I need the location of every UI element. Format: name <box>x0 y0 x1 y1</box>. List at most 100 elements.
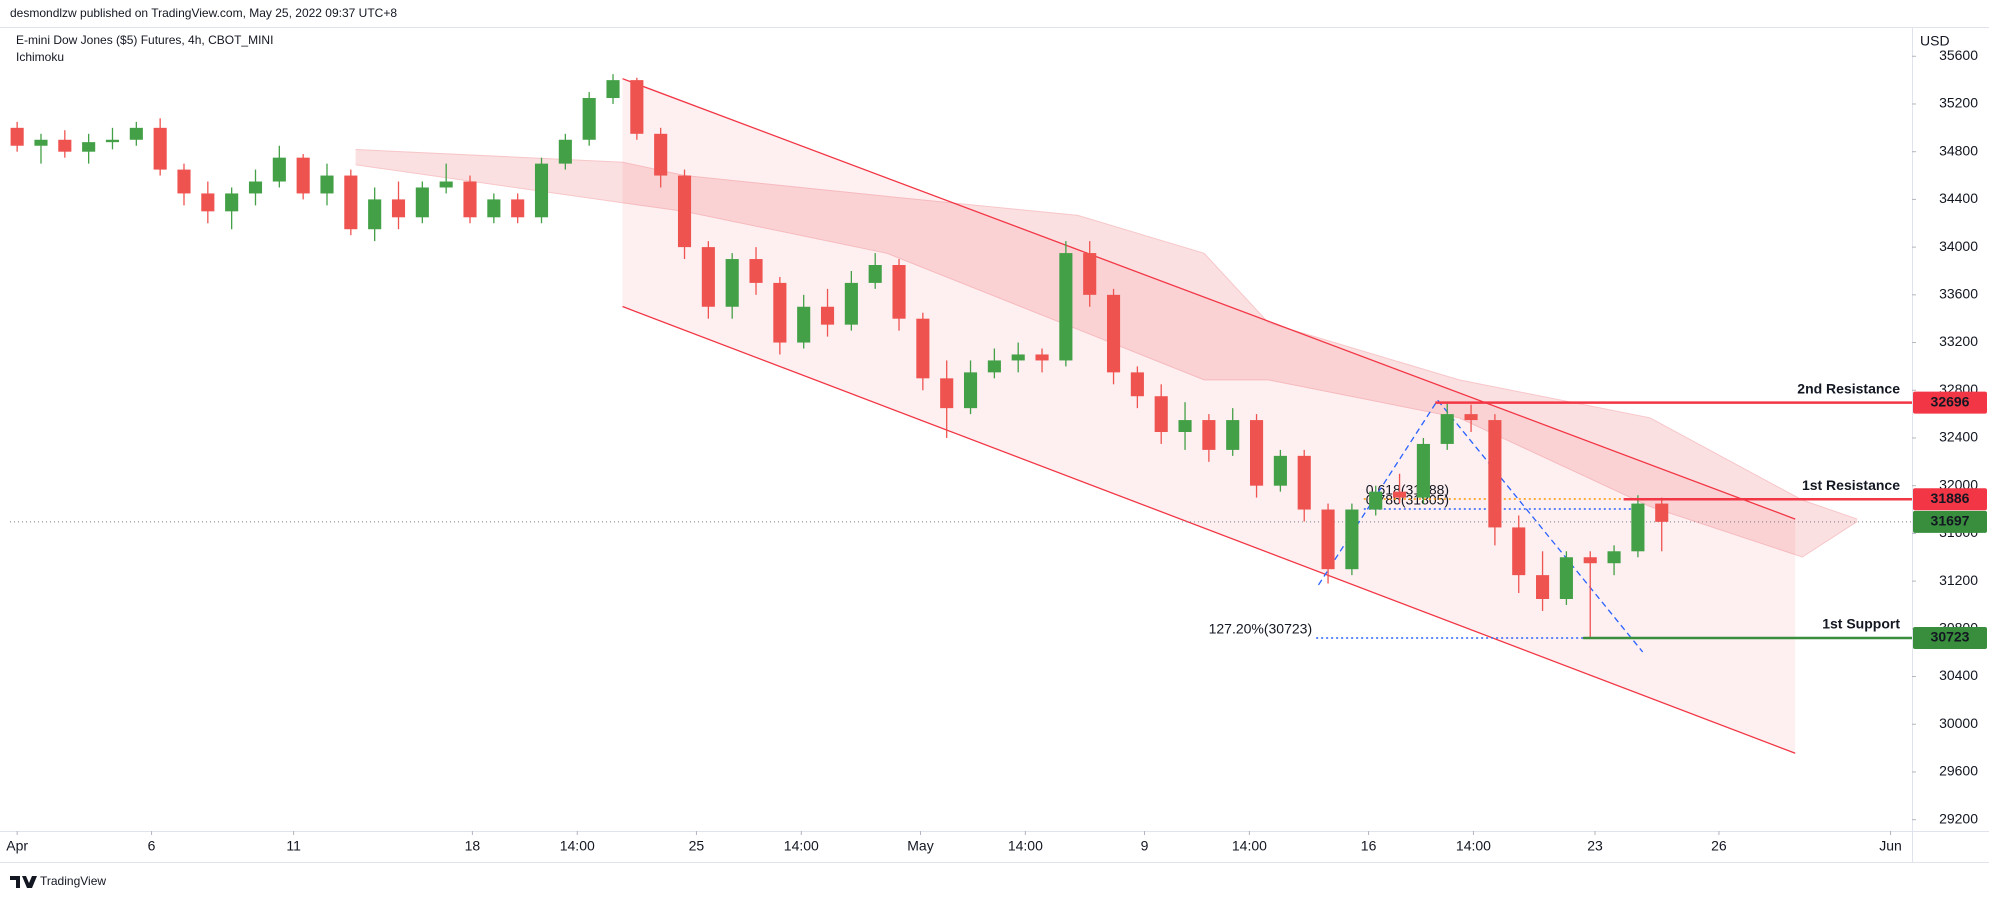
x-tick-label: 23 <box>1587 838 1603 854</box>
x-tick-label: 26 <box>1711 838 1727 854</box>
candle-body <box>1154 396 1168 433</box>
candle-body <box>82 142 96 152</box>
price-tag-label: 30723 <box>1931 629 1970 645</box>
candle-body <box>1226 420 1240 450</box>
plot-area: 2920029600300003040030800312003160032000… <box>6 47 1987 854</box>
y-tick-label: 35600 <box>1939 47 1978 63</box>
last-price-label: 31697 <box>1931 513 1970 529</box>
currency: USD <box>1920 33 1950 49</box>
candle-body <box>1202 420 1216 450</box>
y-tick-label: 33600 <box>1939 286 1978 302</box>
y-tick-label: 30000 <box>1939 715 1978 731</box>
candle-body <box>1035 354 1049 361</box>
y-tick-label: 33200 <box>1939 333 1978 349</box>
y-tick-label: 34800 <box>1939 142 1978 158</box>
candle-body <box>1440 414 1454 444</box>
level-name: 1st Resistance <box>1802 477 1900 493</box>
y-tick-label: 30400 <box>1939 667 1978 683</box>
price-tag <box>1913 627 1987 650</box>
x-tick-label: 16 <box>1361 838 1377 854</box>
candle-body <box>1106 294 1121 373</box>
candle-body <box>1393 491 1407 498</box>
candle-body <box>654 133 668 176</box>
candle-body <box>701 247 715 307</box>
candle-body <box>606 80 620 99</box>
footer-brand: TradingView <box>40 874 106 888</box>
candle-body <box>1011 354 1025 361</box>
price-tag <box>1913 488 1987 511</box>
price-tag <box>1913 391 1987 414</box>
candle-body <box>797 306 811 343</box>
candle-body <box>225 193 239 212</box>
y-tick-label: 34400 <box>1939 190 1978 206</box>
candle-body <box>368 199 382 230</box>
candle-body <box>773 282 787 343</box>
candle-body <box>439 181 453 188</box>
candle-body <box>1655 503 1669 522</box>
candle-body <box>487 199 501 218</box>
candle-body <box>511 199 525 218</box>
channel-line <box>622 78 1796 520</box>
x-tick-label: 14:00 <box>560 838 595 854</box>
x-tick-label: Apr <box>6 838 28 854</box>
candle-body <box>749 259 763 283</box>
candle-body <box>1607 551 1621 564</box>
candle-body <box>344 175 358 230</box>
candle-body <box>34 139 48 146</box>
x-tick-label: 11 <box>286 838 301 854</box>
candle-body <box>1249 420 1264 486</box>
level-name: 2nd Resistance <box>1797 380 1900 396</box>
publisher-line: desmondlzw published on TradingView.com,… <box>10 6 397 20</box>
x-tick-label: 14:00 <box>1008 838 1043 854</box>
last-price-tag <box>1913 510 1987 533</box>
channel-line <box>622 305 1796 754</box>
x-tick-label: 14:00 <box>784 838 819 854</box>
x-tick-label: 18 <box>465 838 481 854</box>
x-tick-label: 6 <box>148 838 156 854</box>
candle-body <box>1297 455 1311 510</box>
x-tick-label: Jun <box>1879 838 1902 854</box>
candle-body <box>940 378 954 409</box>
candle-body <box>391 199 406 218</box>
x-tick-label: 14:00 <box>1456 838 1491 854</box>
candle-body <box>1631 503 1645 552</box>
logo <box>10 876 37 888</box>
candle-body <box>1130 372 1144 397</box>
candle-body <box>296 157 310 194</box>
candle-body <box>1559 557 1573 599</box>
candle-body <box>105 139 120 143</box>
x-tick-label: May <box>907 838 933 854</box>
y-tick-label: 32400 <box>1939 429 1978 445</box>
candle-body <box>201 193 215 212</box>
candle-body <box>10 127 24 146</box>
x-tick-label: 14:00 <box>1232 838 1267 854</box>
candle-body <box>844 282 858 325</box>
candle-body <box>1536 575 1550 599</box>
candle-body <box>320 175 334 194</box>
candle-body <box>1512 527 1526 576</box>
y-tick-label: 29200 <box>1939 810 1978 826</box>
candle-body <box>58 139 72 152</box>
candle-body <box>129 127 143 140</box>
chart-title: E-mini Dow Jones ($5) Futures, 4h, CBOT_… <box>16 33 273 47</box>
candle-body <box>1059 253 1073 361</box>
candle-body <box>463 181 477 218</box>
candle-body <box>1369 491 1383 510</box>
candle-body <box>868 265 882 283</box>
fib-label: 127.20%(30723) <box>1209 621 1313 637</box>
candle-body <box>153 127 167 170</box>
x-tick-label: 9 <box>1141 838 1149 854</box>
price-tag-label: 32696 <box>1931 393 1970 409</box>
candle-body <box>1178 420 1192 433</box>
candle-body <box>963 372 978 409</box>
candle-body <box>630 80 644 134</box>
candle-body <box>1488 420 1502 528</box>
candle-body <box>987 360 1001 373</box>
candle-body <box>892 265 906 319</box>
candle-body <box>1583 557 1597 564</box>
candle-body <box>916 318 930 379</box>
candle-body <box>1083 253 1097 295</box>
candle-body <box>177 169 191 194</box>
candle-body <box>820 306 835 325</box>
